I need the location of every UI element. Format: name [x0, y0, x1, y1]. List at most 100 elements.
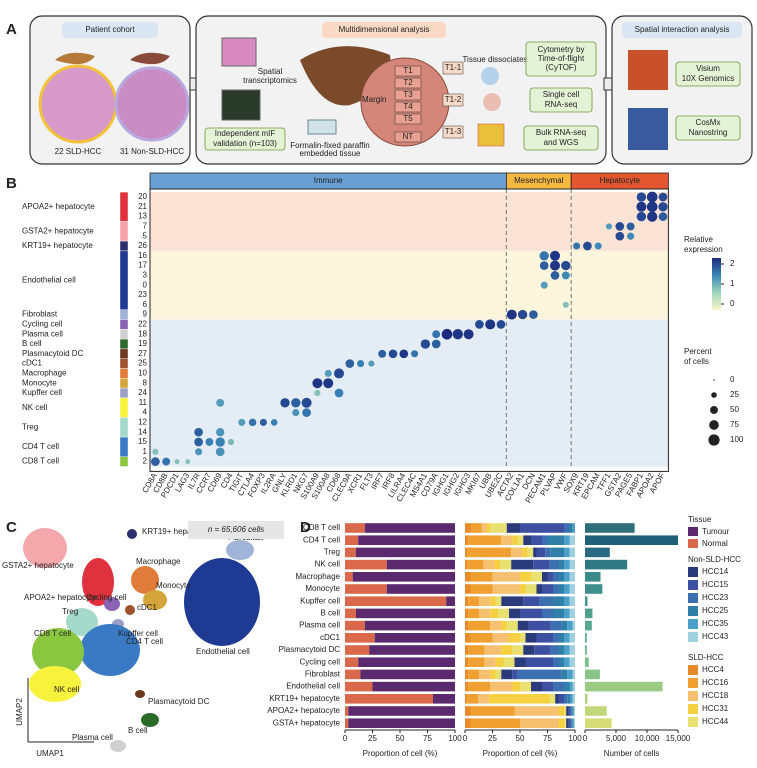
- legend-label: HCC31: [702, 704, 729, 713]
- bar-segment: [569, 535, 575, 545]
- bar-segment: [517, 535, 524, 545]
- bar-segment: [490, 669, 496, 680]
- row-band: [150, 388, 669, 398]
- ffpe-block: [307, 119, 337, 135]
- bar-segment: [553, 584, 559, 594]
- label: Cytometry by: [537, 45, 584, 54]
- bar-segment: [345, 547, 356, 558]
- label: Margin: [362, 95, 386, 104]
- bar-segment: [572, 669, 575, 680]
- legend-title: Percent: [684, 347, 712, 356]
- cluster-blob: [23, 528, 67, 568]
- size-label: 100: [730, 435, 744, 444]
- legend-swatch: [688, 527, 698, 536]
- bar-segment: [345, 706, 349, 716]
- panel-label: D: [300, 519, 311, 536]
- category-label: Macrophage: [296, 572, 341, 581]
- heatmap-icon: [477, 123, 505, 147]
- label: Tissue dissociates: [462, 55, 527, 64]
- bar-segment: [386, 584, 455, 594]
- dot: [627, 232, 635, 240]
- category-label: Monocyte: [305, 584, 340, 593]
- region: [394, 113, 422, 125]
- bar-segment: [345, 681, 373, 692]
- bar-segment: [490, 681, 513, 692]
- dot: [388, 349, 398, 359]
- dot: [647, 211, 658, 222]
- cluster-label: 18: [138, 329, 147, 338]
- bar-segment: [553, 572, 559, 582]
- bar-segment: [520, 584, 526, 594]
- legend-label: HCC25: [702, 606, 729, 615]
- bar-segment: [558, 633, 564, 643]
- bar: [585, 596, 588, 606]
- pill: [622, 22, 742, 38]
- bar-segment: [468, 645, 485, 655]
- bar-segment: [572, 523, 575, 533]
- bar-segment: [528, 620, 551, 631]
- bar-segment: [525, 657, 553, 667]
- bar-segment: [550, 620, 562, 631]
- dot: [368, 360, 375, 367]
- row-color: [119, 329, 129, 340]
- label: (CyTOF): [546, 63, 577, 72]
- dot: [194, 427, 203, 437]
- bar-segment: [564, 718, 567, 728]
- cluster-label: GSTA2+ hepatocyte: [2, 561, 74, 570]
- cluster-blob: [127, 529, 137, 539]
- bar-segment: [542, 572, 548, 582]
- bar-segment: [465, 718, 471, 728]
- cluster-label: Endothelial cell: [196, 647, 250, 656]
- bar-segment: [569, 596, 575, 606]
- row-band: [150, 241, 669, 251]
- bar-segment: [569, 645, 575, 655]
- row-color: [119, 309, 129, 320]
- dot: [506, 309, 517, 320]
- histology: [114, 66, 190, 142]
- category-label: Plasmacytoid DC: [279, 645, 341, 654]
- row-band: [150, 378, 669, 389]
- legend-label: HCC35: [702, 619, 729, 628]
- bar-segment: [569, 681, 573, 692]
- bar-segment: [465, 559, 468, 570]
- cluster-label: 6: [143, 300, 148, 309]
- bar-segment: [572, 620, 575, 631]
- legend-swatch: [688, 539, 698, 548]
- bar-segment: [572, 718, 574, 728]
- size-key: [713, 379, 715, 381]
- row-color: [119, 358, 129, 369]
- bar: [585, 620, 592, 631]
- bar-segment: [465, 657, 469, 667]
- dot: [549, 250, 561, 261]
- label: Independent mIF: [215, 129, 276, 138]
- bar-segment: [558, 694, 564, 704]
- bar-segment: [567, 694, 571, 704]
- dot: [475, 320, 484, 329]
- row-label: Plasma cell: [22, 329, 63, 338]
- bar-segment: [568, 706, 571, 716]
- dot: [658, 212, 668, 221]
- bar-segment: [558, 572, 564, 582]
- bar-segment: [470, 706, 515, 716]
- bar-segment: [570, 694, 573, 704]
- cluster-label: 22: [138, 320, 147, 329]
- bar-segment: [498, 608, 509, 619]
- bar: [585, 584, 603, 594]
- bar: [585, 645, 587, 655]
- histology: [38, 64, 118, 144]
- bar: [585, 547, 610, 558]
- bar-segment: [569, 523, 573, 533]
- row-label: Cycling cell: [22, 320, 63, 329]
- dot: [323, 378, 334, 389]
- bar-segment: [542, 584, 553, 594]
- cluster-label: 16: [138, 251, 147, 260]
- cluster-label: 8: [143, 378, 148, 387]
- dot: [152, 448, 159, 455]
- bar-segment: [468, 608, 480, 619]
- row-color: [119, 378, 129, 389]
- dot: [312, 378, 323, 389]
- bar-segment: [465, 523, 471, 533]
- bar-segment: [501, 535, 513, 545]
- cohort-label: 22 SLD-HCC: [55, 147, 102, 156]
